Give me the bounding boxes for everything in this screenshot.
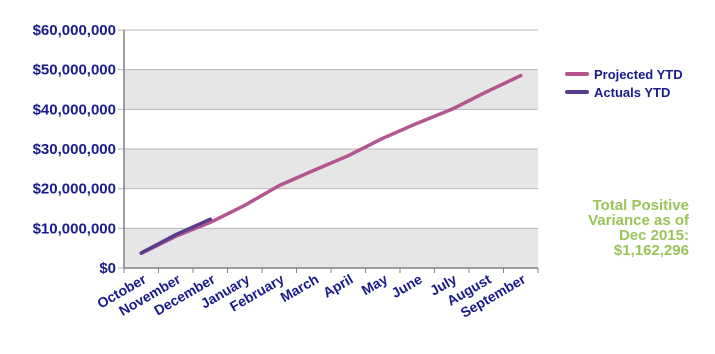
y-tick-label: $30,000,000 xyxy=(33,141,116,158)
x-tick-label: March xyxy=(278,271,322,305)
annotation-line-4: $1,162,296 xyxy=(613,242,689,259)
y-tick-label: $0 xyxy=(99,260,116,277)
y-tick-label: $20,000,000 xyxy=(33,181,116,198)
plot-band xyxy=(124,149,538,189)
y-tick-label: $50,000,000 xyxy=(33,62,116,79)
series-line-projected-ytd xyxy=(139,73,523,256)
annotation-line-2: Variance as of xyxy=(588,212,689,229)
x-tick-label: June xyxy=(388,271,424,301)
legend-label: Projected YTD xyxy=(594,67,683,82)
annotation-line-3: Dec 2015: xyxy=(618,227,689,244)
x-tick-label: May xyxy=(359,271,391,299)
plot-band xyxy=(124,228,538,268)
variance-annotation: Total Positive Variance as of Dec 2015: … xyxy=(539,198,689,258)
y-tick-label: $60,000,000 xyxy=(33,22,116,39)
legend-label: Actuals YTD xyxy=(594,85,670,100)
y-tick-label: $10,000,000 xyxy=(33,220,116,237)
y-tick-label: $40,000,000 xyxy=(33,101,116,118)
plot-band xyxy=(124,30,538,70)
plot-band xyxy=(124,69,538,110)
plot-band xyxy=(124,188,538,229)
annotation-line-1: Total Positive xyxy=(592,197,689,214)
plot-band xyxy=(124,109,538,149)
x-tick-label: April xyxy=(320,271,356,301)
